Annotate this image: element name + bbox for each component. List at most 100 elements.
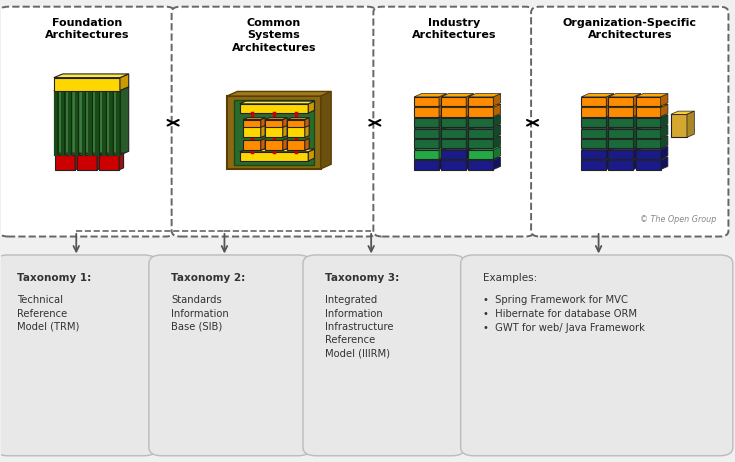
Polygon shape [493, 115, 501, 127]
Polygon shape [634, 157, 641, 170]
Polygon shape [581, 157, 614, 160]
Bar [636, 139, 661, 148]
Polygon shape [634, 136, 641, 148]
Polygon shape [414, 146, 446, 150]
Bar [414, 150, 439, 159]
Bar [414, 118, 439, 127]
Bar [468, 160, 493, 170]
Bar [609, 97, 634, 106]
Text: Taxonomy 1:: Taxonomy 1: [17, 274, 91, 283]
Polygon shape [414, 136, 446, 139]
Bar [636, 128, 661, 138]
Bar [54, 91, 120, 155]
Polygon shape [493, 157, 501, 170]
Polygon shape [468, 157, 501, 160]
Polygon shape [308, 101, 315, 113]
Polygon shape [581, 146, 614, 150]
Bar [468, 139, 493, 148]
Polygon shape [493, 104, 501, 116]
Bar [96, 91, 99, 155]
Polygon shape [243, 118, 265, 120]
Bar [414, 128, 439, 138]
Polygon shape [439, 104, 446, 116]
Bar [76, 155, 97, 170]
Polygon shape [441, 94, 473, 97]
Bar [441, 139, 466, 148]
Bar [61, 91, 65, 155]
Polygon shape [466, 157, 473, 170]
Polygon shape [493, 125, 501, 138]
Bar [98, 155, 119, 170]
Bar [68, 91, 71, 155]
Text: Common
Systems
Architectures: Common Systems Architectures [232, 18, 316, 53]
Polygon shape [606, 136, 614, 148]
Polygon shape [54, 153, 79, 155]
Polygon shape [581, 104, 614, 108]
Bar [581, 160, 606, 170]
Polygon shape [609, 125, 641, 128]
Polygon shape [305, 118, 309, 130]
Polygon shape [308, 149, 315, 161]
Bar [441, 108, 466, 116]
Polygon shape [261, 118, 265, 130]
Polygon shape [609, 115, 641, 118]
Polygon shape [120, 74, 129, 91]
Polygon shape [468, 136, 501, 139]
Polygon shape [466, 115, 473, 127]
FancyBboxPatch shape [461, 255, 733, 456]
Polygon shape [414, 104, 446, 108]
Polygon shape [76, 153, 101, 155]
Bar [265, 128, 283, 138]
Polygon shape [634, 146, 641, 159]
Bar [441, 118, 466, 127]
Polygon shape [240, 149, 315, 152]
Polygon shape [414, 125, 446, 128]
Bar [609, 128, 634, 138]
Polygon shape [636, 136, 668, 139]
Bar [636, 118, 661, 127]
Polygon shape [321, 91, 331, 169]
Polygon shape [466, 104, 473, 116]
Text: Taxonomy 2:: Taxonomy 2: [171, 274, 245, 283]
Bar [287, 128, 305, 138]
Polygon shape [119, 153, 123, 170]
Polygon shape [414, 157, 446, 160]
Polygon shape [581, 125, 614, 128]
Bar [54, 155, 75, 170]
Polygon shape [439, 157, 446, 170]
Polygon shape [661, 104, 668, 116]
Bar [243, 120, 261, 130]
Polygon shape [261, 139, 265, 151]
Bar [265, 120, 283, 130]
Polygon shape [439, 146, 446, 159]
Polygon shape [98, 153, 123, 155]
Polygon shape [305, 139, 309, 151]
Polygon shape [439, 136, 446, 148]
Polygon shape [661, 157, 668, 170]
Polygon shape [466, 136, 473, 148]
Bar [287, 120, 305, 130]
Polygon shape [54, 74, 129, 78]
FancyBboxPatch shape [0, 255, 157, 456]
Text: Technical
Reference
Model (TRM): Technical Reference Model (TRM) [17, 296, 79, 332]
Polygon shape [661, 146, 668, 159]
Polygon shape [609, 136, 641, 139]
Bar [102, 91, 106, 155]
Bar [671, 115, 687, 137]
Polygon shape [581, 136, 614, 139]
Polygon shape [636, 157, 668, 160]
Polygon shape [466, 94, 473, 106]
Polygon shape [636, 146, 668, 150]
Bar [414, 160, 439, 170]
Bar [636, 108, 661, 116]
Bar [581, 139, 606, 148]
Bar [468, 150, 493, 159]
Bar [116, 91, 120, 155]
Polygon shape [687, 111, 695, 137]
Polygon shape [261, 126, 265, 138]
Polygon shape [636, 104, 668, 108]
Polygon shape [581, 94, 614, 97]
Polygon shape [441, 136, 473, 139]
Polygon shape [54, 87, 129, 91]
Bar [441, 150, 466, 159]
